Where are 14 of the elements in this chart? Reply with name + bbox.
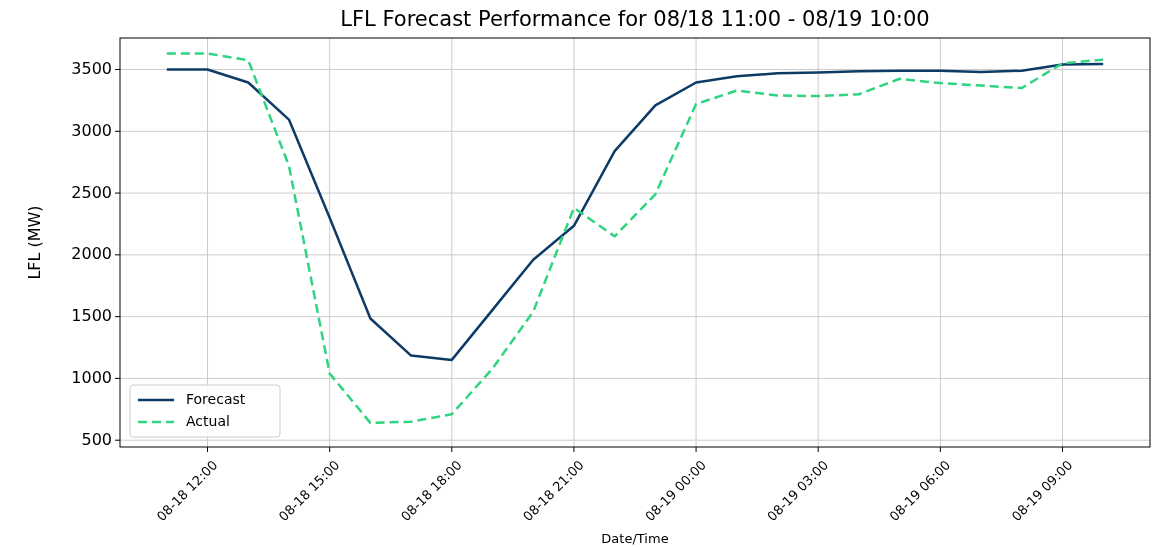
y-tick-label: 1000 bbox=[71, 367, 112, 387]
y-tick-label: 500 bbox=[81, 429, 112, 449]
x-axis-title: Date/Time bbox=[601, 531, 669, 546]
line-series bbox=[165, 52, 1105, 425]
legend-label: Forecast bbox=[186, 391, 246, 407]
y-tick-label: 3000 bbox=[71, 120, 112, 140]
line-series bbox=[165, 62, 1105, 362]
y-tick-label: 3500 bbox=[71, 59, 112, 79]
legend-label: Actual bbox=[186, 413, 230, 429]
y-axis-title: LFL (MW) bbox=[25, 205, 44, 280]
y-tick-label: 1500 bbox=[71, 306, 112, 326]
chart-title: LFL Forecast Performance for 08/18 11:00 - 08/19 10:00 bbox=[340, 7, 930, 31]
y-tick-label: 2500 bbox=[71, 182, 112, 202]
y-tick-label: 2000 bbox=[71, 244, 112, 264]
